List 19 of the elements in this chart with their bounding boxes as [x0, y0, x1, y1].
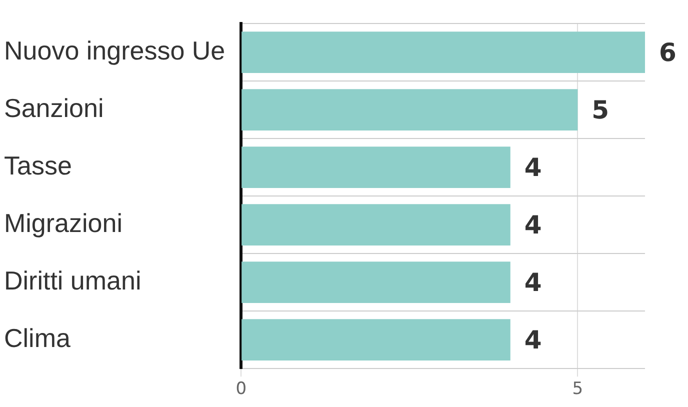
data-label: 4: [524, 325, 542, 354]
y-tick-label: Migrazioni: [4, 208, 122, 238]
y-tick-label: Clima: [4, 323, 71, 354]
bar: [242, 204, 510, 246]
data-label: 5: [592, 95, 610, 124]
y-tick-label: Diritti umani: [4, 266, 142, 296]
x-tick-label: 0: [236, 379, 247, 400]
bar: [242, 89, 578, 131]
data-label: 6: [659, 38, 676, 67]
bar: [242, 32, 645, 74]
bar: [242, 262, 510, 304]
bar: [242, 146, 510, 188]
y-tick-label: Nuovo ingresso Ue: [4, 36, 226, 66]
y-tick-label: Sanzioni: [4, 93, 104, 124]
data-label: 4: [524, 152, 542, 182]
data-label: 4: [524, 268, 542, 297]
bar: [242, 319, 510, 361]
data-label: 4: [524, 210, 542, 240]
y-tick-label: Tasse: [4, 150, 72, 181]
